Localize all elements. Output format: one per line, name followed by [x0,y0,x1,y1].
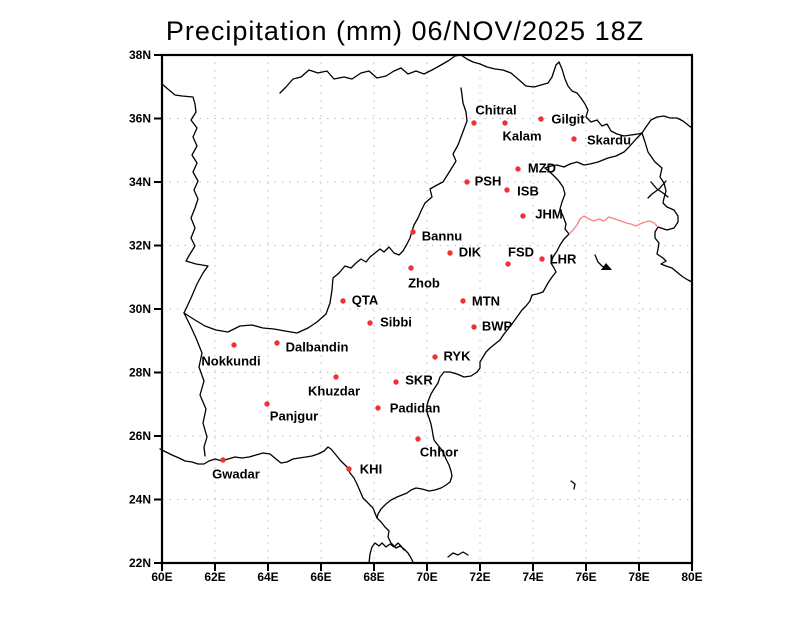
station-label-jhm: JHM [535,207,562,222]
station-label-dalbandin: Dalbandin [286,340,349,355]
station-label-khi: KHI [360,462,382,477]
station-dot-lhr [539,256,545,262]
station-label-gwadar: Gwadar [212,467,260,482]
country-border-line [544,167,570,235]
y-axis-tick-label: 24N [129,493,151,507]
station-dot-psh [464,179,470,185]
station-label-lhr: LHR [550,252,577,267]
map-detail-line [447,551,469,558]
station-label-bannu: Bannu [422,229,463,244]
station-dot-khi [346,466,352,472]
station-label-chitral: Chitral [475,103,516,118]
x-axis-tick-label: 78E [628,570,649,584]
x-axis-tick-label: 64E [257,570,278,584]
station-label-zhob: Zhob [408,276,440,291]
axes-layer: 60E 62E 64E 66E 68E 70E 72E 74E 76E 78E 80E 38N 36N 3… [129,48,703,584]
station-dot-chhor [415,436,421,442]
country-border-line [376,233,570,519]
station-dot-isb [504,187,510,193]
station-label-isb: ISB [517,184,539,199]
station-dot-ryk [432,354,438,360]
station-label-panjgur: Panjgur [270,409,318,424]
station-dot-gwadar [220,457,226,463]
y-axis-tick-label: 34N [129,175,151,189]
x-axis-tick-label: 72E [469,570,490,584]
river-arrowhead [601,263,612,270]
country-border-line [183,87,468,334]
y-axis-tick-label: 32N [129,239,151,253]
country-border-line [641,132,693,283]
x-axis-tick-label: 70E [416,570,437,584]
station-label-nokkundi: Nokkundi [201,354,260,369]
y-axis-tick-label: 22N [129,556,151,570]
y-axis-tick-label: 30N [129,302,151,316]
station-dot-skardu [571,136,577,142]
y-axis-tick-label: 28N [129,366,151,380]
station-label-ryk: RYK [444,349,472,364]
station-dot-bwp [471,324,477,330]
x-axis-tick-label: 76E [575,570,596,584]
map-detail-line [650,181,669,198]
station-label-gilgit: Gilgit [551,112,585,127]
station-label-kalam: Kalam [502,129,541,144]
station-dot-khuzdar [333,374,339,380]
country-border-line [161,83,209,314]
station-dot-sibbi [367,320,373,326]
station-dot-padidan [375,405,381,411]
plot-title: Precipitation (mm) 06/NOV/2025 18Z [166,16,644,46]
station-dot-mtn [460,298,466,304]
station-dot-bannu [410,229,416,235]
station-label-qta: QTA [352,293,379,308]
x-axis-tick-label: 74E [522,570,543,584]
station-dot-mzd [515,166,521,172]
country-border-line [544,132,643,169]
station-dot-fsd [505,261,511,267]
station-dot-panjgur [264,401,270,407]
station-label-bwp: BWP [482,319,513,334]
station-dot-jhm [520,213,526,219]
x-axis-tick-label: 66E [310,570,331,584]
station-dot-skr [393,379,399,385]
country-border-line [279,54,643,137]
station-label-psh: PSH [475,174,502,189]
station-dot-dalbandin [274,340,280,346]
station-dot-chitral [471,120,477,126]
map-borders-layer [159,54,693,564]
station-label-fsd: FSD [508,245,534,260]
station-label-skr: SKR [405,373,433,388]
station-dot-gilgit [538,116,544,122]
map-detail-line [570,480,576,490]
station-dot-qta [340,298,346,304]
y-axis-tick-label: 36N [129,112,151,126]
station-label-sibbi: Sibbi [380,315,412,330]
station-label-mtn: MTN [472,294,500,309]
station-dot-kalam [502,120,508,126]
station-label-dik: DIK [459,245,482,260]
country-border-line [641,115,693,134]
y-axis-tick-label: 38N [129,48,151,62]
y-axis-tick-label: 26N [129,429,151,443]
map-detail-line [647,180,667,199]
x-axis-tick-label: 68E [363,570,384,584]
station-label-mzd: MZD [528,161,556,176]
station-dot-nokkundi [231,342,237,348]
x-axis-tick-label: 62E [204,570,225,584]
x-axis-tick-label: 60E [151,570,172,584]
country-border-line [159,446,414,563]
disputed-boundary-red-line [568,215,659,235]
station-label-chhor: Chhor [420,445,458,460]
x-axis-tick-label: 80E [681,570,702,584]
station-dot-zhob [408,265,414,271]
station-label-skardu: Skardu [587,133,631,148]
station-label-padidan: Padidan [390,401,441,416]
station-label-khuzdar: Khuzdar [308,384,360,399]
station-dot-dik [447,250,453,256]
map-detail-line [368,542,405,564]
country-border-line [183,312,208,457]
